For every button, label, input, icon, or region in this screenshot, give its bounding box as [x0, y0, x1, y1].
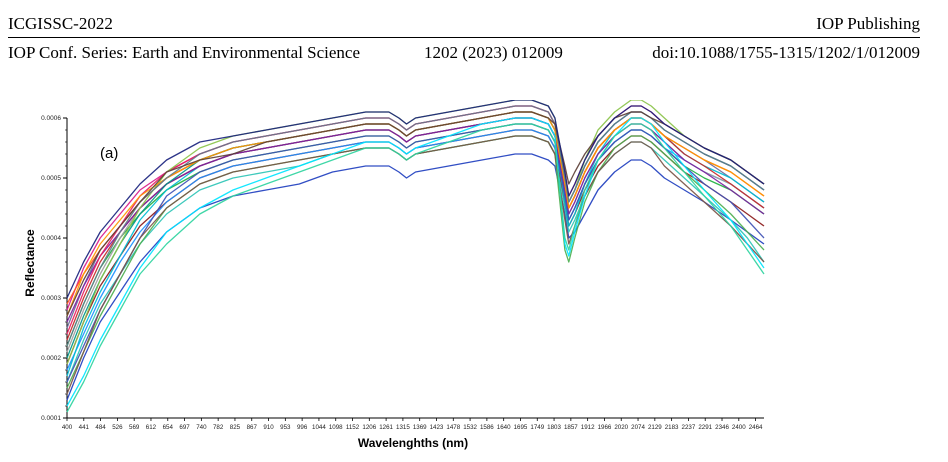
series-line-s5 [66, 111, 765, 329]
series-line-s23 [66, 100, 765, 299]
x-tick-label: 2346 [715, 424, 729, 431]
volume-info: 1202 (2023) 012009 [424, 43, 563, 62]
y-tick-label: 0.0001 [41, 415, 61, 422]
y-tick-label: 0.0002 [41, 355, 61, 362]
x-tick-label: 2183 [665, 424, 679, 431]
x-tick-label: 1912 [581, 424, 595, 431]
x-tick-label: 825 [230, 424, 241, 431]
x-tick-label: 1044 [312, 424, 326, 431]
x-tick-label: 569 [129, 424, 140, 431]
series-line-s24 [66, 123, 765, 413]
plot-area: 0.0001 0.0002 0.0003 0.0004 0.0005 0.0006 400 4… [41, 100, 765, 431]
x-tick-label: 2464 [749, 424, 763, 431]
series-line-s21 [66, 117, 765, 407]
x-tick-label: 612 [146, 424, 157, 431]
x-tick-label: 654 [163, 424, 174, 431]
doi-link[interactable]: doi:10.1088/1755-1315/1202/1/012009 [652, 43, 920, 62]
panel-label: (a) [100, 145, 118, 162]
x-tick-label: 441 [79, 424, 90, 431]
x-tick-label: 1695 [514, 424, 528, 431]
x-tick-label: 2129 [648, 424, 662, 431]
x-tick-label: 2237 [682, 424, 696, 431]
x-tick-label: 996 [297, 424, 308, 431]
series-line-s3 [66, 129, 765, 365]
x-tick-label: 1423 [430, 424, 444, 431]
header-rule [8, 37, 920, 38]
series-line-s1 [66, 153, 765, 401]
x-tick-label: 1966 [598, 424, 612, 431]
x-tick-label: 2074 [631, 424, 645, 431]
x-tick-label: 400 [62, 424, 73, 431]
series-line-s17 [66, 100, 765, 365]
x-tick-label: 2291 [698, 424, 712, 431]
reflectance-chart: 0.0001 0.0002 0.0003 0.0004 0.0005 0.0006 400 4… [23, 100, 765, 450]
y-axis-label: Reflectance [23, 229, 37, 297]
x-tick-label: 2020 [614, 424, 628, 431]
y-tick-label: 0.0006 [41, 115, 61, 122]
x-axis-label: Wavelenghths (nm) [358, 436, 468, 450]
x-tick-label: 1315 [396, 424, 410, 431]
x-tick-label: 1206 [362, 424, 376, 431]
x-tick-label: 740 [196, 424, 207, 431]
series-line-s14 [66, 123, 765, 383]
x-tick-label: 1369 [413, 424, 427, 431]
x-tick-label: 526 [112, 424, 123, 431]
x-tick-label: 1586 [480, 424, 494, 431]
x-tick-label: 910 [263, 424, 274, 431]
y-tick-label: 0.0003 [41, 295, 61, 302]
x-tick-label: 1532 [463, 424, 477, 431]
x-tick-label: 1749 [530, 424, 544, 431]
x-tick-label: 1261 [379, 424, 393, 431]
y-tick-label: 0.0005 [41, 175, 61, 182]
x-tick-label: 1640 [497, 424, 511, 431]
x-tick-label: 1803 [547, 424, 561, 431]
series-line-s7 [66, 129, 765, 371]
x-tick-label: 953 [280, 424, 291, 431]
x-tick-label: 867 [247, 424, 258, 431]
series-line-s9 [66, 117, 765, 353]
x-tick-label: 1152 [346, 424, 360, 431]
x-tick-label: 2400 [732, 424, 746, 431]
y-tick-label: 0.0004 [41, 235, 61, 242]
x-tick-label: 484 [95, 424, 106, 431]
conference-name: ICGISSC-2022 [8, 14, 113, 33]
x-tick-label: 782 [213, 424, 224, 431]
journal-series: IOP Conf. Series: Earth and Environmenta… [8, 43, 361, 62]
series-line-s22 [66, 111, 765, 317]
x-tick-label: 697 [179, 424, 190, 431]
x-tick-label: 1857 [564, 424, 578, 431]
x-tick-label: 1478 [446, 424, 460, 431]
series-line-s18 [66, 135, 765, 395]
x-tick-label: 1098 [329, 424, 343, 431]
publisher-name: IOP Publishing [816, 14, 920, 33]
